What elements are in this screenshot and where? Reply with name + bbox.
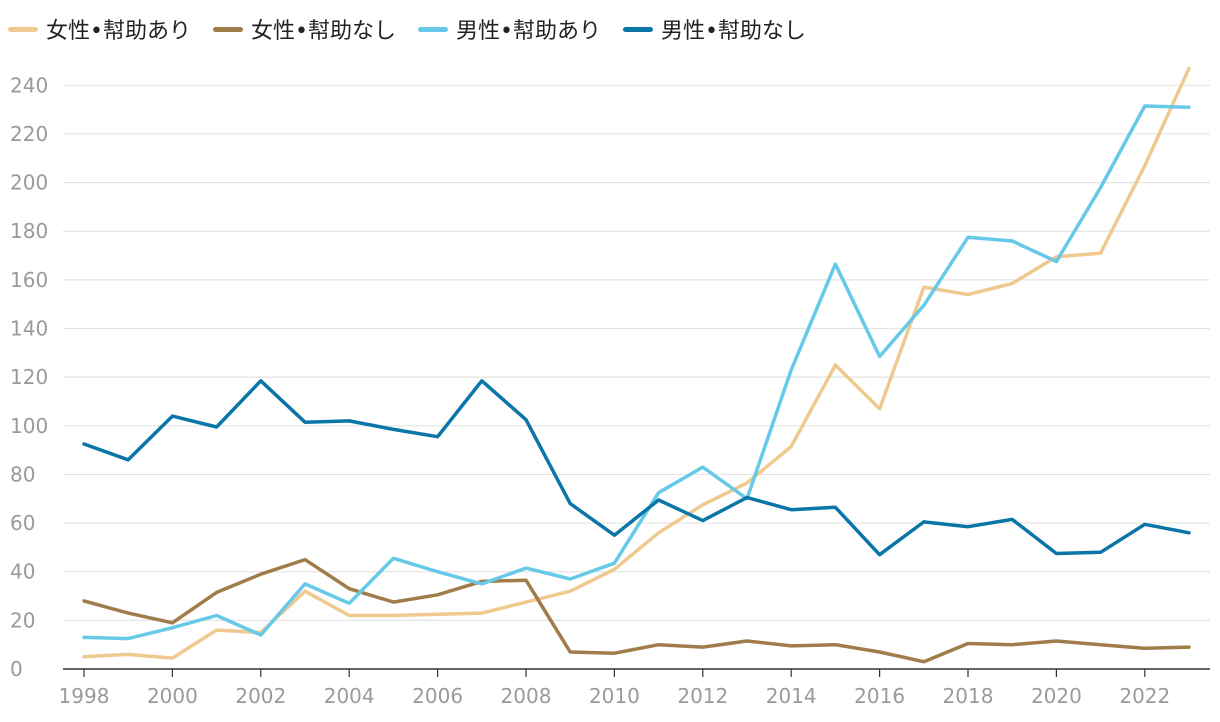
y-tick-label: 100 xyxy=(10,414,48,438)
x-tick-label: 2012 xyxy=(677,684,728,708)
legend-item-female-unassisted: 女性•幇助なし xyxy=(212,13,396,45)
y-tick-label: 40 xyxy=(10,560,35,584)
legend-label: 女性•幇助なし xyxy=(250,19,396,44)
legend-swatch xyxy=(417,26,448,32)
y-tick-label: 240 xyxy=(10,73,48,97)
x-tick-label: 2004 xyxy=(324,684,375,708)
x-tick-label: 2002 xyxy=(235,684,286,708)
x-tick-label: 2018 xyxy=(943,684,994,708)
series-line-1 xyxy=(82,557,1191,664)
x-tick-label: 2010 xyxy=(589,684,640,708)
x-tick-label: 2016 xyxy=(854,684,905,708)
legend-label: 女性•幇助あり xyxy=(46,19,191,44)
x-tick-label: 2008 xyxy=(501,684,552,708)
y-tick-label: 0 xyxy=(10,657,23,681)
series-line-2 xyxy=(82,104,1191,641)
y-tick-label: 220 xyxy=(10,122,48,146)
series-line-0 xyxy=(82,66,1191,660)
y-tick-label: 200 xyxy=(10,171,48,195)
series-lines xyxy=(82,66,1191,664)
legend-swatch xyxy=(622,26,653,32)
y-tick-label: 140 xyxy=(10,317,48,341)
gridlines xyxy=(63,84,1210,621)
legend-item-female-assisted: 女性•幇助あり xyxy=(8,13,191,45)
y-tick-label: 120 xyxy=(10,365,48,389)
x-tick-label: 1998 xyxy=(59,684,110,708)
y-tick-label: 180 xyxy=(10,219,48,243)
legend-label: 男性•幇助あり xyxy=(455,19,601,44)
y-tick-label: 20 xyxy=(10,608,35,632)
legend-label: 男性•幇助なし xyxy=(660,19,806,44)
y-tick-label: 60 xyxy=(10,511,35,535)
legend-swatch xyxy=(212,26,243,32)
x-tick-label: 2014 xyxy=(766,684,817,708)
series-line-3 xyxy=(82,379,1191,557)
y-tick-label: 160 xyxy=(10,268,48,292)
x-tick-label: 2020 xyxy=(1031,684,1082,708)
y-tick-label: 80 xyxy=(10,462,35,486)
legend-swatch xyxy=(8,26,38,32)
x-tick-label: 2000 xyxy=(147,684,198,708)
x-tick-label: 2022 xyxy=(1119,684,1170,708)
x-axis: 1998 2000 2002 2004 2006 2008 2010 2012 2014 2016… xyxy=(59,668,1210,708)
legend-item-male-assisted: 男性•幇助あり xyxy=(417,13,601,45)
legend-item-male-unassisted: 男性•幇助なし xyxy=(622,13,806,45)
y-axis-ticks: 0 20 40 60 80 100 120 140 160 180 200 220 240 xyxy=(10,73,48,681)
x-tick-label: 2006 xyxy=(412,684,463,708)
legend: 女性•幇助あり 女性•幇助なし 男性•幇助あり 男性•幇助なし xyxy=(8,14,806,44)
